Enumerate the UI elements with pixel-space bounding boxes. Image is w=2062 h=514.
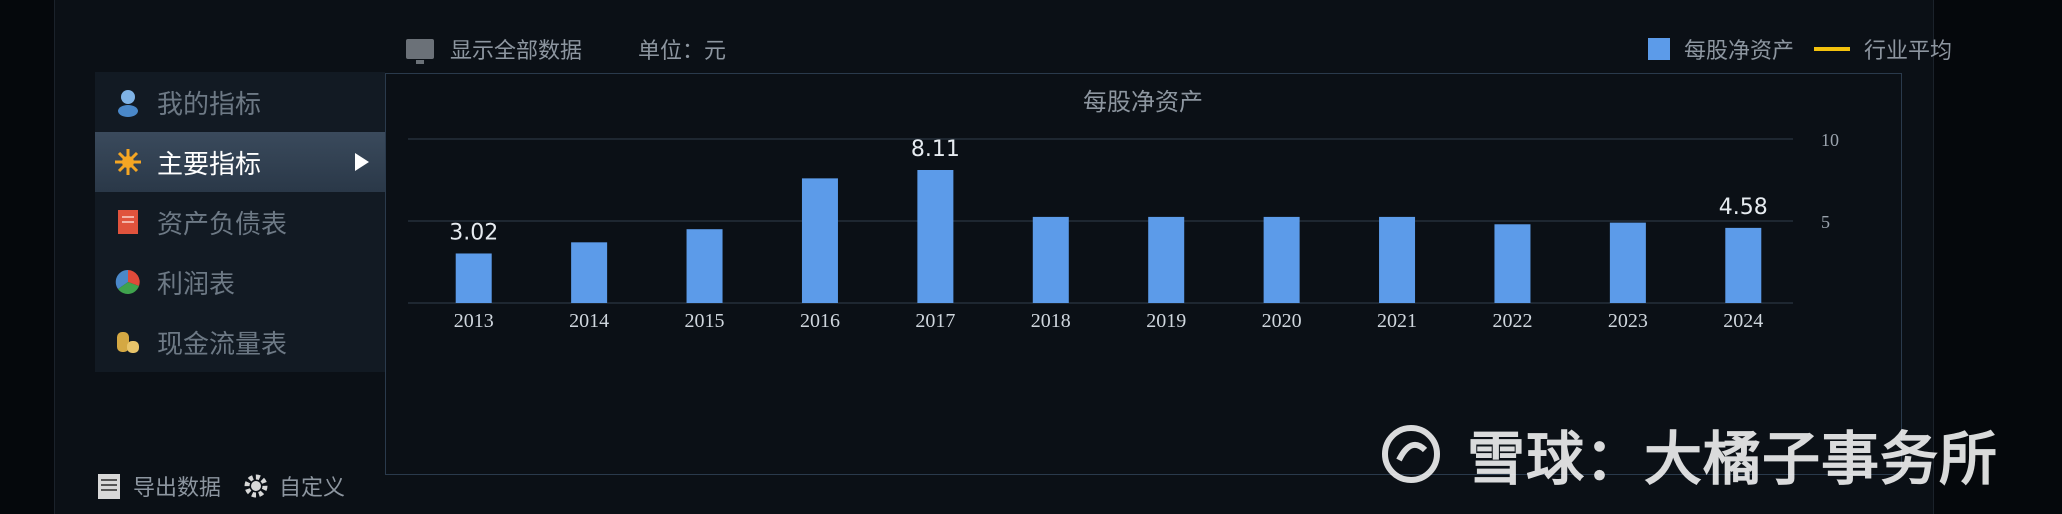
unit-label: 单位：元 bbox=[638, 39, 727, 64]
watermark-text: 雪球：大橘子事务所 bbox=[1466, 425, 1998, 493]
chart-panel: 每股净资产 5 10 2013 2014 2015 2016 2017 2018 2019 20… bbox=[385, 73, 1902, 475]
bar-2018[interactable] bbox=[1032, 216, 1069, 303]
sidebar-item-label: 资产负债表 bbox=[157, 209, 288, 240]
chart-legend: 每股净资产 行业平均 bbox=[1647, 32, 1952, 66]
coins-icon bbox=[117, 332, 139, 353]
x-tick-label: 2018 bbox=[1031, 310, 1071, 332]
x-tick-label: 2015 bbox=[685, 310, 725, 332]
x-tick-label: 2017 bbox=[915, 310, 955, 332]
monitor-icon bbox=[406, 39, 434, 64]
legend-swatch-line bbox=[1813, 47, 1850, 51]
export-data-button[interactable]: 导出数据 bbox=[95, 470, 221, 502]
x-tick-label: 2021 bbox=[1377, 310, 1417, 332]
customize-button[interactable]: 自定义 bbox=[241, 470, 345, 502]
data-label: 8.11 bbox=[911, 137, 960, 162]
sidebar: 我的指标 主要指标 资产负债表 利润表 现金流量表 bbox=[95, 72, 385, 372]
bar-2013[interactable] bbox=[455, 253, 492, 303]
x-tick-label: 2023 bbox=[1608, 310, 1648, 332]
bar-2023[interactable] bbox=[1609, 222, 1646, 303]
export-data-label: 导出数据 bbox=[133, 476, 222, 501]
x-tick-label: 2022 bbox=[1492, 310, 1532, 332]
bar-2024[interactable] bbox=[1725, 227, 1762, 303]
sidebar-item-label: 我的指标 bbox=[157, 89, 262, 120]
sidebar-item-label: 利润表 bbox=[157, 269, 236, 300]
sidebar-item-income-statement[interactable]: 利润表 bbox=[95, 252, 385, 312]
bar-2022[interactable] bbox=[1494, 224, 1531, 303]
bar-chart: 每股净资产 5 10 2013 2014 2015 2016 2017 2018 2019 20… bbox=[408, 89, 1839, 332]
sidebar-item-main-indicators[interactable]: 主要指标 bbox=[95, 132, 385, 192]
x-tick-label: 2014 bbox=[569, 310, 609, 332]
legend-label-bar[interactable]: 每股净资产 bbox=[1683, 39, 1794, 64]
customize-label: 自定义 bbox=[279, 476, 346, 501]
y-tick-label: 5 bbox=[1821, 212, 1830, 232]
x-tick-label: 2016 bbox=[800, 310, 840, 332]
bar-2020[interactable] bbox=[1263, 216, 1300, 303]
x-tick-label: 2024 bbox=[1723, 310, 1763, 332]
bar-2015[interactable] bbox=[686, 229, 723, 303]
person-icon bbox=[118, 90, 138, 117]
sidebar-item-my-indicators[interactable]: 我的指标 bbox=[95, 72, 385, 132]
gear-icon bbox=[244, 474, 268, 498]
sidebar-item-balance-sheet[interactable]: 资产负债表 bbox=[95, 192, 385, 252]
sidebar-item-cash-flow[interactable]: 现金流量表 bbox=[95, 312, 385, 372]
watermark: 雪球：大橘子事务所 bbox=[1379, 412, 1998, 496]
export-icon bbox=[98, 474, 120, 499]
sidebar-item-label: 主要指标 bbox=[157, 149, 262, 180]
legend-label-industry[interactable]: 行业平均 bbox=[1863, 39, 1952, 64]
toolbar: 显示全部数据 单位：元 bbox=[406, 32, 726, 66]
x-tick-label: 2013 bbox=[454, 310, 494, 332]
x-tick-label: 2019 bbox=[1146, 310, 1186, 332]
show-all-data-link[interactable]: 显示全部数据 bbox=[450, 39, 583, 64]
bar-2014[interactable] bbox=[571, 242, 608, 303]
data-label: 3.02 bbox=[449, 220, 498, 245]
pie-icon bbox=[115, 269, 140, 294]
bar-2019[interactable] bbox=[1148, 216, 1185, 303]
bar-2021[interactable] bbox=[1379, 216, 1416, 303]
star-icon bbox=[115, 149, 141, 175]
legend-swatch-bar bbox=[1647, 38, 1670, 60]
document-icon bbox=[118, 210, 138, 234]
bar-2017[interactable] bbox=[917, 169, 954, 303]
chevron-right-icon bbox=[355, 153, 369, 171]
snowball-logo-icon bbox=[1381, 425, 1440, 483]
bar-2016[interactable] bbox=[801, 178, 838, 303]
data-label: 4.58 bbox=[1719, 195, 1768, 220]
y-tick-label: 10 bbox=[1821, 130, 1839, 150]
chart-title: 每股净资产 bbox=[1083, 89, 1203, 116]
x-tick-label: 2020 bbox=[1262, 310, 1302, 332]
footer-toolbar: 导出数据 自定义 bbox=[95, 470, 365, 502]
sidebar-item-label: 现金流量表 bbox=[157, 329, 288, 360]
